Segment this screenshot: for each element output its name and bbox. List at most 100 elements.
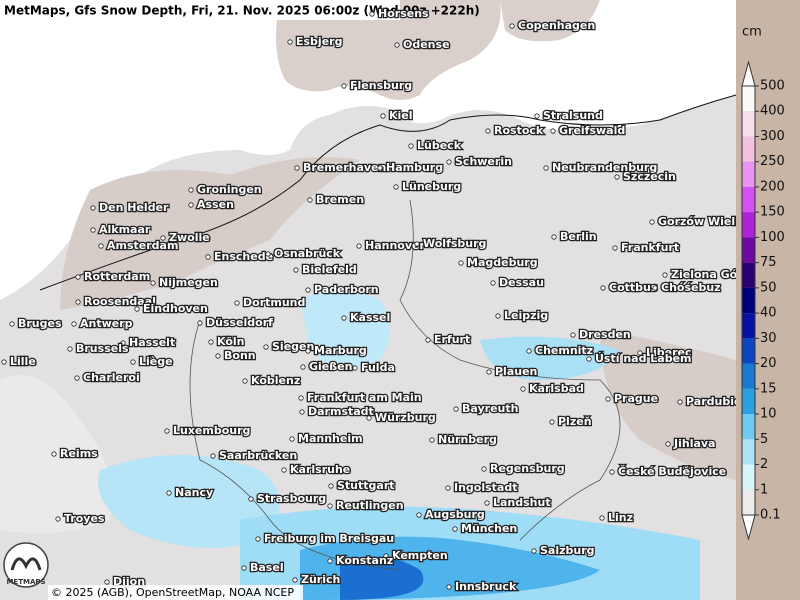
city-dot bbox=[188, 202, 194, 208]
city-label: Zwolle bbox=[169, 231, 210, 244]
city-dot bbox=[294, 165, 300, 171]
city-dot bbox=[166, 490, 172, 496]
city-dot bbox=[164, 428, 170, 434]
city-label: Marburg bbox=[314, 344, 367, 357]
city-dot bbox=[9, 321, 15, 327]
city-dot bbox=[609, 469, 615, 475]
city-dot bbox=[341, 315, 347, 321]
city-labels: Horsens Esbjerg Odense Copenhagen Flensburg K… bbox=[1, 6, 788, 594]
city-label: Brussels bbox=[76, 342, 129, 355]
city-label: Frankfurt am Main bbox=[307, 391, 422, 404]
city-dot bbox=[586, 356, 592, 362]
city-label: Frankfurt bbox=[621, 241, 679, 254]
city-label: Odense bbox=[403, 38, 450, 51]
city-label: České Budějovice bbox=[618, 465, 726, 478]
city-dot bbox=[550, 128, 556, 134]
city-label: Greifswald bbox=[559, 124, 625, 137]
city-dot bbox=[67, 346, 73, 352]
city-dot bbox=[263, 344, 269, 350]
city-label: Zielona Góra bbox=[671, 268, 750, 281]
colorbar-segment bbox=[742, 237, 755, 263]
city-label: Linz bbox=[608, 511, 633, 524]
colorbar-label: 50 bbox=[760, 280, 777, 295]
city-dot bbox=[234, 300, 240, 306]
city-label: Szczecin bbox=[623, 170, 676, 183]
city-label: Den Helder bbox=[99, 201, 169, 214]
city-label: Dessau bbox=[499, 276, 544, 289]
city-dot bbox=[649, 219, 655, 225]
city-dot bbox=[495, 313, 501, 319]
city-label: Nürnberg bbox=[438, 433, 497, 446]
city-dot bbox=[98, 243, 104, 249]
city-label: Paderborn bbox=[314, 283, 379, 296]
city-label: Charleroi bbox=[83, 371, 140, 384]
city-dot bbox=[605, 396, 611, 402]
city-dot bbox=[90, 205, 96, 211]
city-dot bbox=[299, 409, 305, 415]
title-bg bbox=[0, 0, 400, 20]
city-dot bbox=[549, 419, 555, 425]
logo-text: METMAPS bbox=[6, 578, 45, 586]
city-label: Erfurt bbox=[434, 333, 470, 346]
city-label: Strasbourg bbox=[257, 492, 326, 505]
city-dot bbox=[75, 299, 81, 305]
city-dot bbox=[134, 306, 140, 312]
city-dot bbox=[408, 143, 414, 149]
city-label: Bonn bbox=[224, 349, 256, 362]
colorbar-segment bbox=[742, 262, 755, 288]
city-dot bbox=[393, 184, 399, 190]
city-label: Konstanz bbox=[336, 554, 393, 567]
colorbar-label: 1 bbox=[760, 482, 768, 497]
city-dot bbox=[600, 285, 606, 291]
city-dot bbox=[1, 359, 7, 365]
snow-alps-deep bbox=[340, 556, 424, 600]
city-dot bbox=[208, 339, 214, 345]
city-label: Regensburg bbox=[490, 462, 565, 475]
city-label: Bremen bbox=[316, 193, 364, 206]
coastline bbox=[39, 94, 737, 291]
city-label: Mannheim bbox=[298, 432, 363, 445]
colorbar-segment bbox=[742, 388, 755, 415]
city-label: Augsburg bbox=[425, 508, 485, 521]
city-label: Reims bbox=[60, 447, 98, 460]
city-label: Gießen bbox=[309, 360, 352, 373]
colorbar-label: 500 bbox=[760, 79, 785, 94]
city-label: Zürich bbox=[301, 573, 340, 586]
colorbar-segment bbox=[742, 287, 755, 314]
colorbar-label: 100 bbox=[760, 230, 785, 245]
colorbar-segment bbox=[742, 212, 755, 238]
city-label: Kiel bbox=[389, 109, 413, 122]
city-dot bbox=[356, 243, 362, 249]
city-dot bbox=[51, 451, 57, 457]
city-dot bbox=[445, 485, 451, 491]
city-dot bbox=[662, 272, 668, 278]
colorbar-segment bbox=[742, 439, 755, 465]
colorbar-label: 200 bbox=[760, 179, 785, 194]
city-label: Neubrandenburg bbox=[552, 161, 657, 174]
city-dot bbox=[377, 165, 383, 171]
city-dot bbox=[300, 364, 306, 370]
city-dot bbox=[298, 395, 304, 401]
city-dot bbox=[292, 577, 298, 583]
city-dot bbox=[677, 399, 683, 405]
colorbar-label: 150 bbox=[760, 205, 785, 220]
colorbar-segment bbox=[742, 338, 755, 364]
jutland bbox=[276, 0, 501, 100]
city-dot bbox=[486, 369, 492, 375]
city-dot bbox=[425, 337, 431, 343]
city-dot bbox=[366, 415, 372, 421]
city-label: Bruges bbox=[18, 317, 62, 330]
city-dot bbox=[509, 23, 515, 29]
city-dot bbox=[352, 365, 358, 371]
city-dot bbox=[255, 536, 261, 542]
city-label: Hamburg bbox=[386, 161, 443, 174]
city-label: Siegen bbox=[272, 340, 314, 353]
city-label: Dresden bbox=[579, 328, 631, 341]
city-dot bbox=[452, 526, 458, 532]
city-label: München bbox=[461, 522, 517, 535]
city-label: Alkmaar bbox=[99, 223, 151, 236]
city-dot bbox=[612, 245, 618, 251]
city-dot bbox=[328, 483, 334, 489]
